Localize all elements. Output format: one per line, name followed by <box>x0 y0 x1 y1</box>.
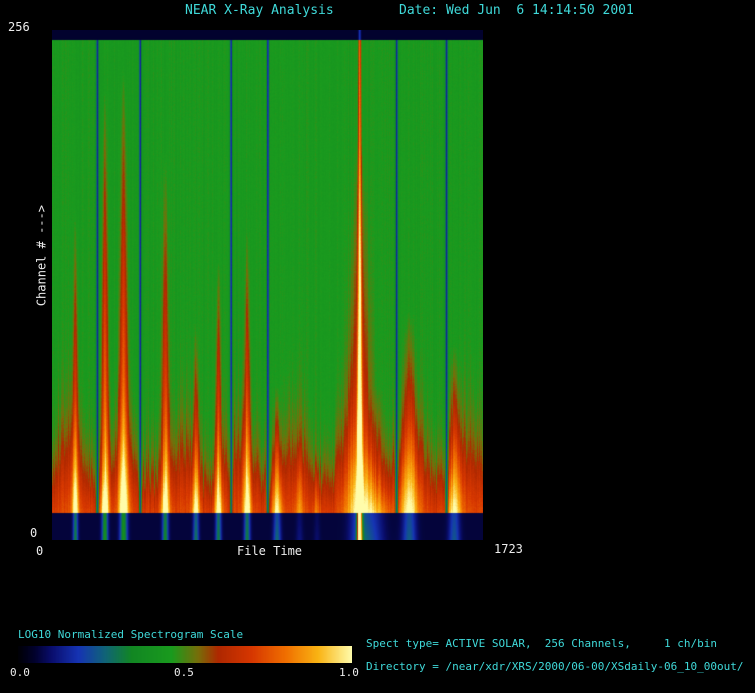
colorbar-tick-05: 0.5 <box>174 666 194 679</box>
colorbar-title: LOG10 Normalized Spectrogram Scale <box>18 628 244 641</box>
colorbar-tick-0: 0.0 <box>10 666 30 679</box>
y-axis-min-label: 0 <box>30 526 38 540</box>
spect-type-line: Spect type= ACTIVE SOLAR, 256 Channels, … <box>366 637 717 650</box>
x-axis-max-label: 1723 <box>494 542 523 556</box>
colorbar-gradient <box>18 646 352 663</box>
y-axis-title: Channel # ---> <box>34 205 49 307</box>
header-date: Date: Wed Jun 6 14:14:50 2001 <box>399 3 634 18</box>
colorbar-tick-1: 1.0 <box>339 666 359 679</box>
window-title: NEAR X-Ray Analysis <box>185 3 334 18</box>
x-axis-min-label: 0 <box>36 544 44 558</box>
y-axis-max-label: 256 <box>8 20 30 34</box>
x-axis-title: File Time <box>237 544 303 558</box>
spectrogram-heatmap <box>52 30 483 540</box>
directory-line: Directory = /near/xdr/XRS/2000/06-00/XSd… <box>366 660 744 673</box>
